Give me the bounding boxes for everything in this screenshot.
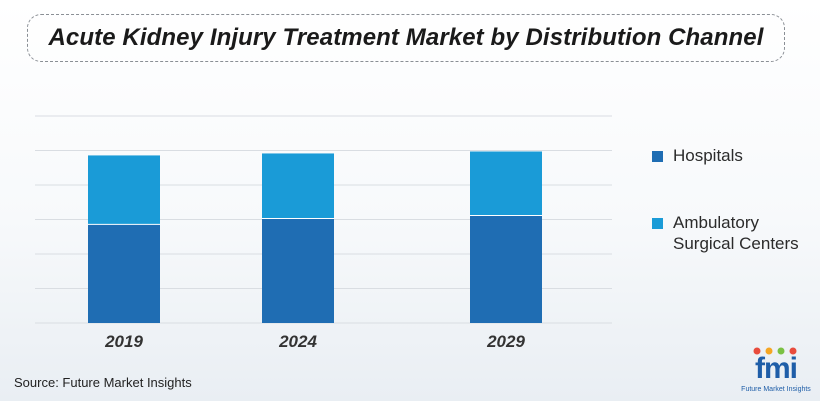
bar-segment-ambulatory-2019 bbox=[88, 155, 160, 225]
legend-label-hospitals: Hospitals bbox=[673, 146, 743, 165]
legend-label-ambulatory: Ambulatory Surgical Centers bbox=[673, 212, 799, 254]
bar-segment-hospitals-2024 bbox=[262, 218, 334, 323]
x-tick-label-2019: 2019 bbox=[104, 332, 143, 351]
legend-ambulatory: Ambulatory Surgical Centers bbox=[652, 212, 799, 254]
source-note: Source: Future Market Insights bbox=[14, 375, 192, 390]
logo-subtitle: Future Market Insights bbox=[741, 386, 811, 393]
x-tick-label-2029: 2029 bbox=[486, 332, 525, 351]
legend-swatch-hospitals bbox=[652, 151, 663, 162]
bar-segment-ambulatory-2029 bbox=[470, 151, 542, 216]
chart-title-box: Acute Kidney Injury Treatment Market by … bbox=[27, 14, 785, 62]
logo-text: fmi bbox=[755, 352, 798, 385]
bar-segment-ambulatory-2024 bbox=[262, 153, 334, 219]
legend-label-ambulatory-line1: Ambulatory bbox=[673, 213, 759, 232]
bar-segment-hospitals-2019 bbox=[88, 224, 160, 323]
chart-title: Acute Kidney Injury Treatment Market by … bbox=[48, 24, 764, 51]
legend-label-ambulatory-line2: Surgical Centers bbox=[673, 234, 799, 253]
fmi-logo: fmi Future Market Insights bbox=[741, 347, 811, 396]
legend-hospitals: Hospitals bbox=[652, 145, 743, 166]
bar-segment-hospitals-2029 bbox=[470, 215, 542, 323]
x-tick-label-2024: 2024 bbox=[278, 332, 317, 351]
legend-swatch-ambulatory bbox=[652, 218, 663, 229]
logo-people-icon bbox=[753, 347, 797, 355]
